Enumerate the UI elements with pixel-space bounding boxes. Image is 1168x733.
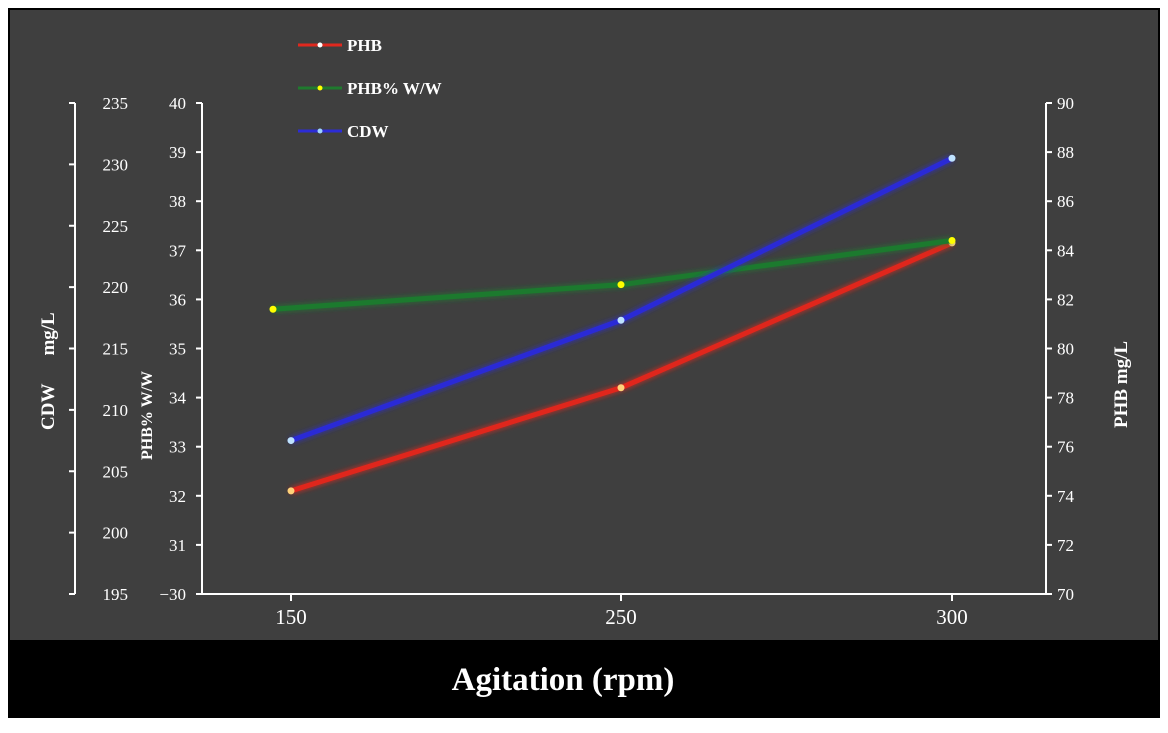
- legend-marker-cdw: [317, 128, 323, 134]
- data-point-phb-w-w: [617, 281, 625, 289]
- phb-tick-label: 72: [1057, 536, 1074, 555]
- phb-ww-tick-label: 39: [169, 143, 186, 162]
- series-cdw: [287, 154, 956, 445]
- cdw-tick-label: 195: [103, 585, 129, 604]
- legend-label-phb-ww: PHB% W/W: [347, 79, 442, 98]
- legend-marker-phb-ww: [317, 85, 323, 91]
- phb-ww-tick-label: 36: [169, 290, 186, 309]
- data-point-phb-w-w: [269, 305, 277, 313]
- cdw-axis-title-unit: mg/L: [38, 312, 59, 355]
- phb-ww-tick-label: −30: [159, 585, 186, 604]
- phb-tick-label: 86: [1057, 192, 1074, 211]
- data-point-cdw: [948, 154, 956, 162]
- legend-label-cdw: CDW: [347, 122, 389, 141]
- cdw-tick-label: 210: [103, 401, 129, 420]
- legend-item-phb-ww: PHB% W/W: [298, 79, 442, 98]
- x-tick-label: 150: [275, 605, 307, 629]
- cdw-tick-label: 225: [103, 217, 129, 236]
- phb-tick-label: 76: [1057, 438, 1074, 457]
- phb-tick-label: 80: [1057, 340, 1074, 359]
- phb-ww-axis-title: PHB% W/W: [139, 371, 156, 460]
- phb-ww-tick-label: 33: [169, 438, 186, 457]
- phb-tick-label: 74: [1057, 487, 1075, 506]
- phb-tick-label: 88: [1057, 143, 1074, 162]
- data-point-phb-w-w: [948, 236, 956, 244]
- cdw-tick-label: 235: [103, 94, 129, 113]
- series-phb: [287, 239, 956, 495]
- phb-ww-tick-label: 34: [169, 389, 187, 408]
- series-line-phb-w-w: [272, 238, 953, 312]
- legend-item-cdw: CDW: [298, 122, 389, 141]
- phb-ww-tick-label: 37: [169, 241, 187, 260]
- x-tick-label: 300: [936, 605, 968, 629]
- cdw-tick-label: 205: [103, 462, 129, 481]
- chart-frame: [8, 8, 1160, 718]
- phb-ww-tick-label: 35: [169, 340, 186, 359]
- phb-tick-label: 78: [1057, 389, 1074, 408]
- phb-tick-label: 82: [1057, 290, 1074, 309]
- data-point-phb: [287, 487, 295, 495]
- cdw-axis-title: CDW mg/L: [38, 312, 59, 430]
- cdw-tick-label: 220: [103, 278, 129, 297]
- phb-ww-tick-label: 31: [169, 536, 186, 555]
- x-axis-title: Agitation (rpm): [452, 662, 675, 698]
- legend-item-phb: PHB: [298, 36, 382, 55]
- phb-tick-label: 90: [1057, 94, 1074, 113]
- data-point-phb: [617, 384, 625, 392]
- legend: PHB PHB% W/W CDW: [298, 36, 442, 141]
- phb-axis-title: PHB mg/L: [1111, 341, 1132, 428]
- phb-tick-label: 84: [1057, 241, 1075, 260]
- phb-ww-tick-label: 32: [169, 487, 186, 506]
- phb-ww-tick-label: 40: [169, 94, 186, 113]
- data-point-cdw: [287, 437, 295, 445]
- cdw-tick-label: 200: [103, 524, 129, 543]
- cdw-axis-title-name: CDW: [38, 384, 59, 430]
- x-axis-title-band: [10, 640, 1158, 716]
- data-point-cdw: [617, 316, 625, 324]
- legend-marker-phb: [317, 42, 323, 48]
- cdw-tick-label: 215: [103, 340, 129, 359]
- phb-ww-tick-label: 38: [169, 192, 186, 211]
- cdw-tick-label: 230: [103, 155, 129, 174]
- phb-tick-label: 70: [1057, 585, 1074, 604]
- x-tick-label: 250: [605, 605, 637, 629]
- series-phb-w-w: [269, 236, 956, 313]
- series-line-phb: [290, 240, 954, 494]
- legend-label-phb: PHB: [347, 36, 382, 55]
